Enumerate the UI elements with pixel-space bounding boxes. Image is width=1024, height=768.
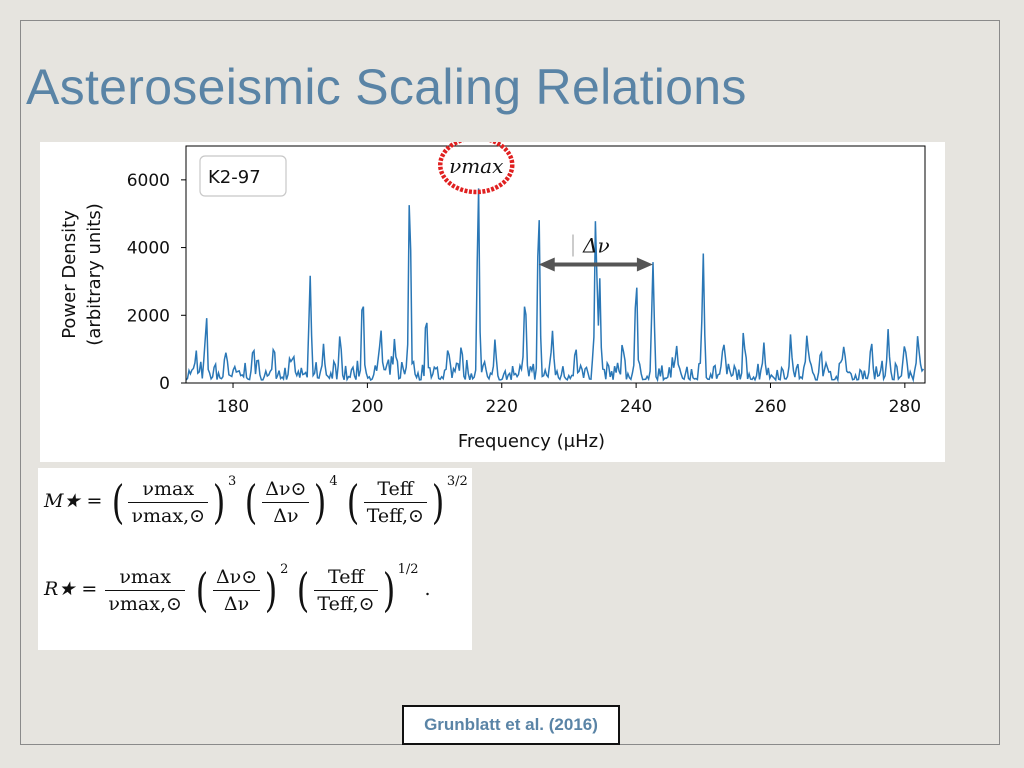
mass-lhs: M★ = [44,490,103,512]
spectrum-series [185,188,925,383]
radius-exp2: 2 [280,562,289,577]
chart-svg: 180 200 220 240 260 280 0 2000 4000 6000 Frequency… [59,142,926,452]
y-axis-label-line2: (arbitrary units) [84,203,105,345]
mass-exp3: 3/2 [446,474,468,489]
legend-box [199,155,287,197]
radius-exp3: 1/2 [397,562,419,577]
mass-numax: νmax [128,478,209,503]
mass-exp2: 4 [329,474,338,489]
radius-lhs: R★ = [44,578,98,600]
mass-teff: Teff [363,478,427,503]
radius-numax-sun: νmax,⊙ [108,592,182,615]
radius-dnu-sun: Δν⊙ [212,566,261,591]
x-axis-label: Frequency (μHz) [458,431,605,452]
citation-box: Grunblatt et al. (2016) [402,705,620,745]
mass-teff-sun: Teff,⊙ [366,504,424,527]
mass-exp1: 3 [227,474,237,489]
plot-frame [185,145,926,384]
y-tick-label: 0 [159,374,170,394]
x-tick-label: 260 [754,397,786,417]
radius-equation: R★ = νmax νmax,⊙ (Δν⊙ Δν) 2 (Teff Teff,⊙) 1/2… [44,562,431,617]
y-tick-label: 4000 [127,239,170,259]
slide-title: Asteroseismic Scaling Relations [26,59,747,115]
mass-numax-sun: νmax,⊙ [131,504,206,527]
x-tick-label: 200 [351,397,383,417]
citation-text: Grunblatt et al. (2016) [424,715,598,734]
mass-dnu-sun: Δν⊙ [262,478,310,503]
legend-label: K2-97 [208,167,261,188]
numax-label: νmax [449,154,503,178]
delta-nu-label: Δν [582,234,610,258]
x-tick-label: 280 [889,397,921,417]
radius-teff: Teff [314,566,378,591]
y-tick-label: 2000 [127,306,170,326]
y-axis-label-line1: Power Density [59,210,80,339]
radius-dnu: Δν [223,592,250,615]
delta-nu-arrow-head-left [538,257,555,272]
power-spectrum-chart: 180 200 220 240 260 280 0 2000 4000 6000 Frequency… [40,142,945,462]
radius-period: . [424,578,431,600]
x-tick-label: 240 [620,397,652,417]
radius-numax: νmax [105,566,185,591]
x-tick-label: 180 [217,397,249,417]
mass-dnu: Δν [273,504,299,527]
scaling-equations: M★ = (νmax νmax,⊙) 3 (Δν⊙ Δν) 4 (Teff Teff,⊙)… [38,468,472,650]
mass-equation: M★ = (νmax νmax,⊙) 3 (Δν⊙ Δν) 4 (Teff Teff,⊙)… [44,474,468,529]
delta-nu-arrow-head-right [636,257,653,272]
radius-teff-sun: Teff,⊙ [317,592,375,615]
numax-highlight-ring [438,142,515,195]
x-tick-label: 220 [486,397,518,417]
y-tick-label: 6000 [127,171,170,191]
